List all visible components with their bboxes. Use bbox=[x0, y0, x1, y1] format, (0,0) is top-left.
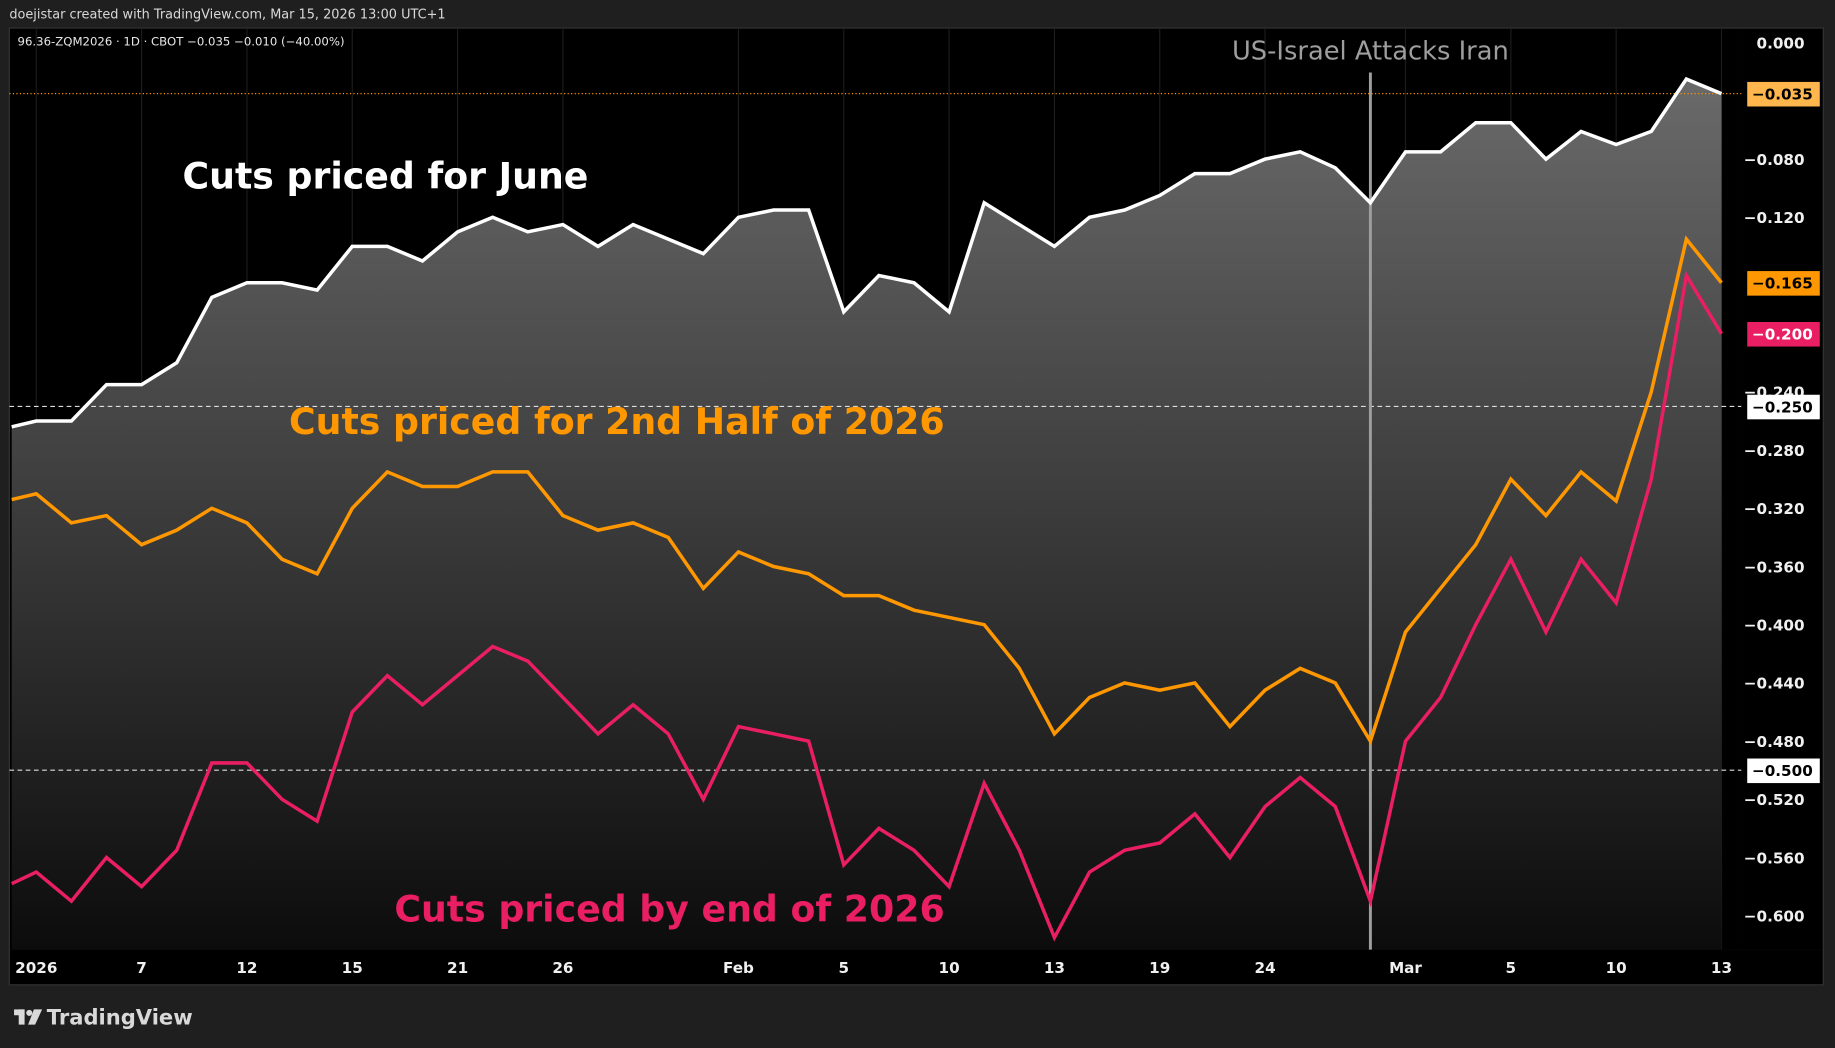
price-label-box bbox=[1747, 758, 1820, 784]
x-tick-label: 24 bbox=[1255, 959, 1276, 977]
price-axis[interactable] bbox=[1741, 28, 1824, 950]
y-tick-label: −0.480 bbox=[1744, 733, 1805, 751]
y-tick-label: −0.320 bbox=[1744, 500, 1805, 518]
price-label: −0.200 bbox=[1752, 326, 1813, 344]
series-line-1 bbox=[11, 235, 1723, 746]
june-area-fill bbox=[11, 79, 1722, 950]
x-tick-label: 10 bbox=[1606, 959, 1627, 977]
y-tick-label: −0.280 bbox=[1744, 442, 1805, 460]
tradingview-brand: TradingView bbox=[47, 1005, 193, 1030]
tradingview-logo-icon bbox=[14, 1009, 43, 1025]
annotation-end-2026: Cuts priced by end of 2026 bbox=[394, 888, 944, 931]
x-tick-label: 7 bbox=[136, 959, 147, 977]
price-label: −0.250 bbox=[1752, 398, 1813, 416]
y-tick-label: 0.000 bbox=[1757, 35, 1805, 53]
annotation-june: Cuts priced for June bbox=[183, 154, 589, 197]
x-tick-label: Mar bbox=[1389, 959, 1422, 977]
y-tick-label: −0.520 bbox=[1744, 791, 1805, 809]
y-tick-label: −0.080 bbox=[1744, 151, 1805, 169]
x-tick-label: 5 bbox=[1506, 959, 1517, 977]
y-tick-label: −0.360 bbox=[1744, 558, 1805, 576]
price-label-box bbox=[1747, 322, 1820, 347]
x-tick-label: 13 bbox=[1044, 959, 1065, 977]
x-tick-label: 26 bbox=[552, 959, 573, 977]
y-tick-label: −0.560 bbox=[1744, 849, 1805, 867]
symbol-legend[interactable]: 96.36-ZQM2026 · 1D · CBOT −0.035 −0.010 … bbox=[18, 35, 345, 49]
tradingview-logo[interactable]: TradingView bbox=[14, 1005, 193, 1030]
x-tick-label: 2026 bbox=[15, 959, 57, 977]
annotation-2nd-half: Cuts priced for 2nd Half of 2026 bbox=[289, 400, 945, 443]
x-tick-label: 15 bbox=[342, 959, 363, 977]
x-tick-label: 21 bbox=[447, 959, 468, 977]
price-label: −0.500 bbox=[1752, 762, 1813, 780]
x-tick-label: Feb bbox=[723, 959, 754, 977]
x-tick-label: 5 bbox=[838, 959, 849, 977]
price-label: −0.165 bbox=[1752, 275, 1813, 293]
series-line-0 bbox=[11, 76, 1723, 429]
price-label: −0.035 bbox=[1752, 85, 1813, 103]
price-label-box bbox=[1747, 81, 1820, 107]
y-tick-label: −0.600 bbox=[1744, 908, 1805, 926]
price-label-box bbox=[1747, 271, 1820, 296]
y-tick-label: −0.440 bbox=[1744, 675, 1805, 693]
x-tick-label: 10 bbox=[939, 959, 960, 977]
x-tick-label: 12 bbox=[236, 959, 257, 977]
credit-text: doejistar created with TradingView.com, … bbox=[9, 8, 445, 23]
x-tick-label: 13 bbox=[1711, 959, 1732, 977]
price-label-box bbox=[1747, 394, 1820, 420]
time-axis[interactable] bbox=[9, 949, 1824, 985]
y-tick-label: −0.400 bbox=[1744, 617, 1805, 635]
y-tick-label: −0.120 bbox=[1744, 209, 1805, 227]
series-line-2 bbox=[10, 270, 1723, 942]
annotation-event: US-Israel Attacks Iran bbox=[1232, 37, 1509, 67]
x-tick-label: 19 bbox=[1149, 959, 1170, 977]
